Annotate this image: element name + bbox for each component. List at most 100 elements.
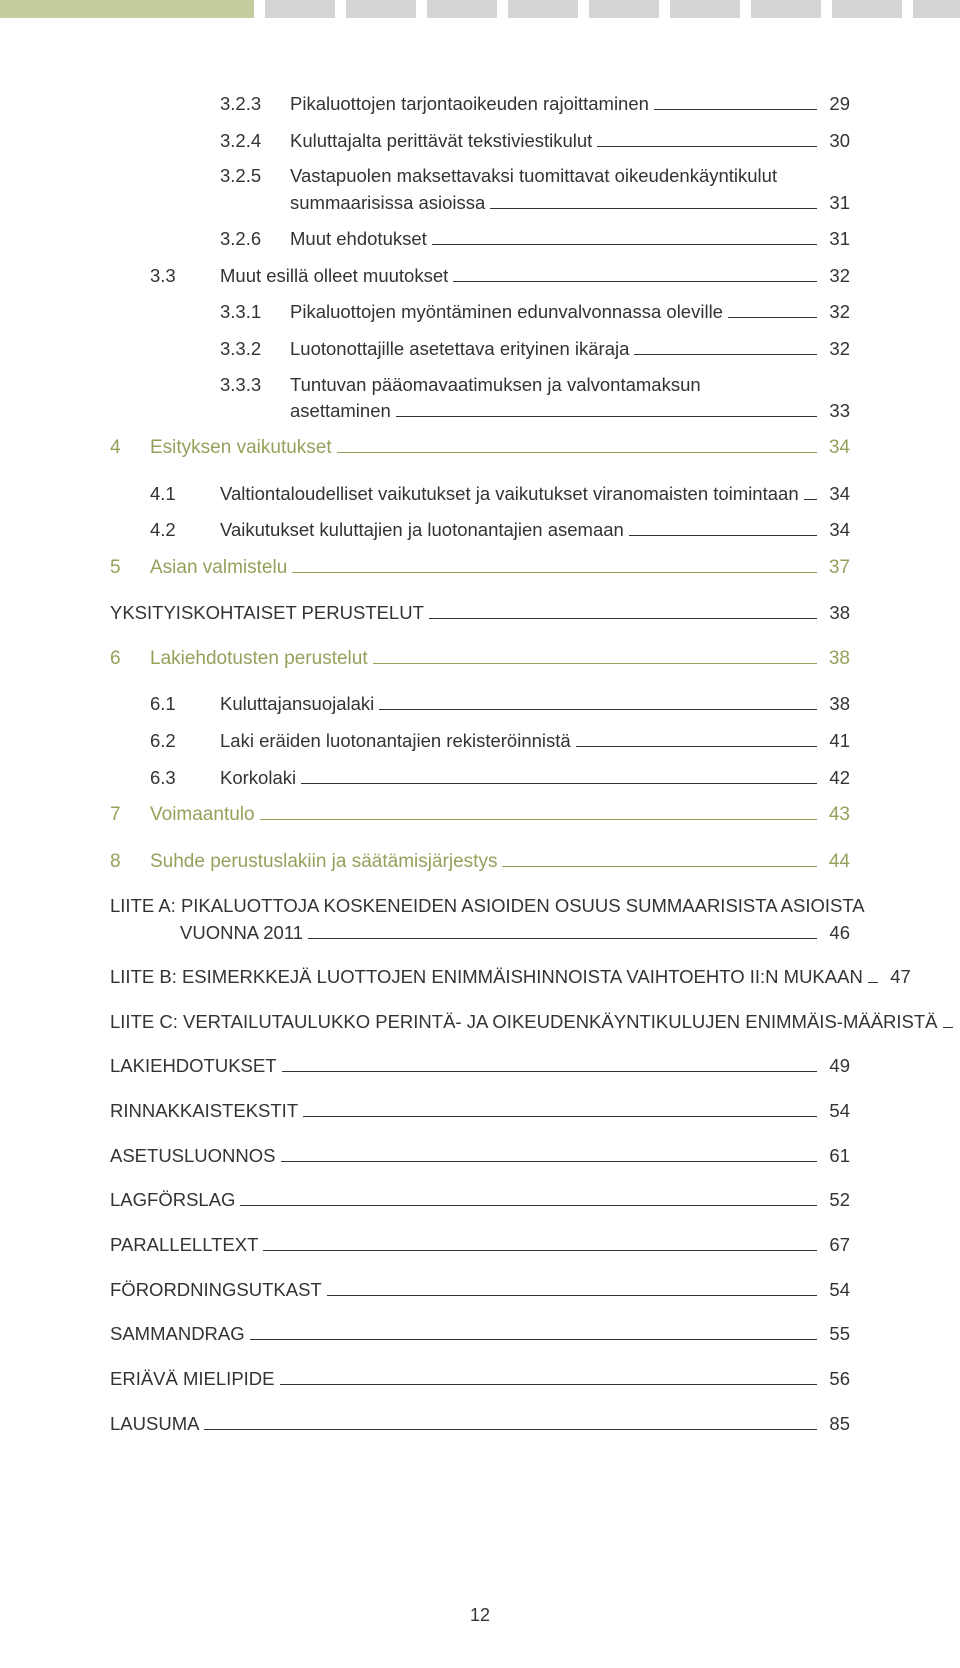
toc-entry: 6.1Kuluttajansuojalaki38 bbox=[110, 690, 850, 719]
header-stripe-segment bbox=[589, 0, 659, 18]
toc-page: 55 bbox=[822, 1320, 850, 1349]
toc-label: Valtiontaloudelliset vaikutukset ja vaik… bbox=[220, 480, 799, 509]
toc-number: 3.3.2 bbox=[220, 335, 290, 364]
toc-page: 85 bbox=[822, 1410, 850, 1439]
toc-page: 34 bbox=[822, 516, 850, 545]
toc-leader bbox=[396, 416, 817, 417]
header-stripe-segment bbox=[913, 0, 960, 18]
toc-label: ASETUSLUONNOS bbox=[110, 1142, 276, 1171]
toc-page: 54 bbox=[822, 1276, 850, 1305]
toc-number: 6.2 bbox=[150, 727, 220, 756]
header-stripe-segment bbox=[508, 0, 578, 18]
toc-page: 43 bbox=[822, 800, 850, 830]
toc-label: asettaminen bbox=[290, 398, 391, 425]
toc-number: 3.2.6 bbox=[220, 225, 290, 254]
toc-label: YKSITYISKOHTAISET PERUSTELUT bbox=[110, 599, 424, 628]
toc-page: 52 bbox=[822, 1186, 850, 1215]
toc-label: LAUSUMA bbox=[110, 1410, 199, 1439]
toc-number: 3.2.3 bbox=[220, 90, 290, 119]
toc-entry: 5Asian valmistelu37 bbox=[110, 553, 850, 583]
header-stripe-segment bbox=[0, 0, 254, 18]
toc-label: Korkolaki bbox=[220, 764, 296, 793]
toc-entry: FÖRORDNINGSUTKAST 54 bbox=[110, 1276, 850, 1305]
toc-label: Vaikutukset kuluttajien ja luotonantajie… bbox=[220, 516, 624, 545]
toc-entry: RINNAKKAISTEKSTIT54 bbox=[110, 1097, 850, 1126]
toc-page: 31 bbox=[822, 225, 850, 254]
toc-leader bbox=[280, 1384, 818, 1385]
toc-label: FÖRORDNINGSUTKAST bbox=[110, 1276, 322, 1305]
toc-number: 4.2 bbox=[150, 516, 220, 545]
toc-page: 32 bbox=[822, 335, 850, 364]
toc-leader bbox=[943, 1027, 953, 1028]
toc-label: Lakiehdotusten perustelut bbox=[150, 644, 368, 674]
toc-leader bbox=[250, 1339, 817, 1340]
toc-leader bbox=[490, 208, 817, 209]
toc-entry: LIITE B: ESIMERKKEJÄ LUOTTOJEN ENIMMÄISH… bbox=[110, 963, 850, 992]
header-stripe-segment bbox=[751, 0, 821, 18]
toc-leader bbox=[804, 499, 817, 500]
toc-entry: 3.3Muut esillä olleet muutokset32 bbox=[110, 262, 850, 291]
toc-entry: 3.2.5Vastapuolen maksettavaksi tuomittav… bbox=[110, 163, 850, 217]
toc-page: 49 bbox=[822, 1052, 850, 1081]
toc-label: LAGFÖRSLAG bbox=[110, 1186, 235, 1215]
toc-label: Pikaluottojen tarjontaoikeuden rajoittam… bbox=[290, 90, 649, 119]
toc-label: LAKIEHDOTUKSET bbox=[110, 1052, 277, 1081]
toc-entry: 3.2.6Muut ehdotukset31 bbox=[110, 225, 850, 254]
toc-leader bbox=[327, 1295, 817, 1296]
toc-number: 3.2.4 bbox=[220, 127, 290, 156]
toc-label: Tuntuvan pääomavaatimuksen ja valvontama… bbox=[290, 372, 701, 399]
toc-entry: PARALLELLTEXT67 bbox=[110, 1231, 850, 1260]
toc-label: Vastapuolen maksettavaksi tuomittavat oi… bbox=[290, 163, 777, 190]
toc-leader bbox=[629, 535, 817, 536]
toc-number: 6.1 bbox=[150, 690, 220, 719]
header-stripe-segment bbox=[832, 0, 902, 18]
toc-label: RINNAKKAISTEKSTIT bbox=[110, 1097, 298, 1126]
toc-page: 33 bbox=[822, 398, 850, 425]
toc-entry: 7Voimaantulo 43 bbox=[110, 800, 850, 830]
toc-number: 3.3 bbox=[150, 262, 220, 291]
toc-page: 44 bbox=[822, 847, 850, 877]
toc-leader bbox=[260, 819, 817, 820]
header-stripe-segment bbox=[670, 0, 740, 18]
toc-number: 6.3 bbox=[150, 764, 220, 793]
toc-label: ERIÄVÄ MIELIPIDE bbox=[110, 1365, 275, 1394]
toc-label: Kuluttajalta perittävät tekstiviestikulu… bbox=[290, 127, 592, 156]
page-number: 12 bbox=[0, 1605, 960, 1626]
toc-entry: SAMMANDRAG55 bbox=[110, 1320, 850, 1349]
toc-label: Voimaantulo bbox=[150, 800, 255, 830]
toc-leader bbox=[654, 109, 817, 110]
toc-entry: LIITE C: VERTAILUTAULUKKO PERINTÄ- JA OI… bbox=[110, 1008, 850, 1037]
toc-page: 61 bbox=[822, 1142, 850, 1171]
toc-page: 34 bbox=[822, 433, 850, 463]
toc-leader bbox=[263, 1250, 817, 1251]
toc-entry: 6.3Korkolaki42 bbox=[110, 764, 850, 793]
toc-page: 37 bbox=[822, 553, 850, 583]
toc-number: 6 bbox=[110, 644, 150, 674]
toc-leader bbox=[379, 709, 817, 710]
toc-page: 38 bbox=[822, 690, 850, 719]
header-stripe-segment bbox=[265, 0, 335, 18]
toc-entry: 4.1Valtiontaloudelliset vaikutukset ja v… bbox=[110, 480, 850, 509]
toc-entry: 3.2.4Kuluttajalta perittävät tekstiviest… bbox=[110, 127, 850, 156]
toc-number: 7 bbox=[110, 800, 150, 830]
toc-number: 8 bbox=[110, 847, 150, 877]
toc-leader bbox=[634, 354, 817, 355]
toc-leader bbox=[281, 1161, 817, 1162]
toc-page: 38 bbox=[822, 599, 850, 628]
toc-label: Asian valmistelu bbox=[150, 553, 287, 583]
toc-leader bbox=[868, 982, 878, 983]
toc-leader bbox=[597, 146, 817, 147]
header-stripe bbox=[0, 0, 960, 18]
toc-entry: 6Lakiehdotusten perustelut38 bbox=[110, 644, 850, 674]
toc-leader bbox=[576, 746, 817, 747]
toc-label: PARALLELLTEXT bbox=[110, 1231, 258, 1260]
toc-entry: ASETUSLUONNOS 61 bbox=[110, 1142, 850, 1171]
header-stripe-segment bbox=[427, 0, 497, 18]
toc-page: 41 bbox=[822, 727, 850, 756]
toc-leader bbox=[282, 1071, 817, 1072]
toc-leader bbox=[429, 618, 817, 619]
toc-entry: 3.3.1Pikaluottojen myöntäminen edunvalvo… bbox=[110, 298, 850, 327]
toc-leader bbox=[432, 244, 817, 245]
toc-label: Laki eräiden luotonantajien rekisteröinn… bbox=[220, 727, 571, 756]
toc-page: 46 bbox=[822, 920, 850, 947]
